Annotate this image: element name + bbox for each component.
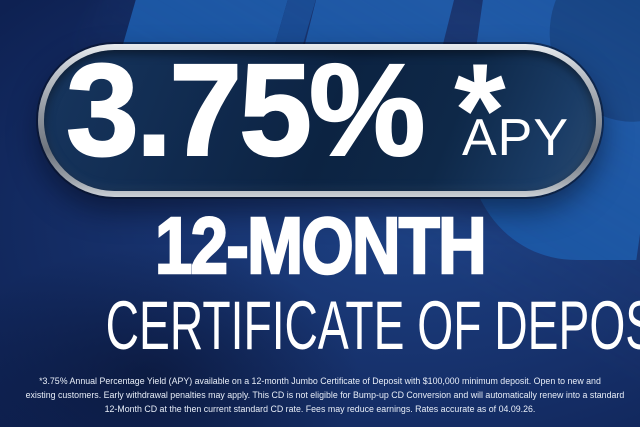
product-heading: CERTIFICATE OF DEPOSIT — [105, 287, 640, 364]
disclaimer-line: *3.75% Annual Percentage Yield (APY) ava… — [39, 376, 601, 387]
rate-value: 3.75% — [65, 36, 426, 183]
footnote-asterisk: * — [454, 37, 506, 185]
term-heading: 12-MONTH — [154, 201, 488, 290]
disclaimer-line: existing customers. Early withdrawal pen… — [25, 390, 625, 401]
disclaimer-text: *3.75% Annual Percentage Yield (APY) ava… — [25, 375, 625, 417]
disclaimer-line: 12-Month CD at the then current standard… — [104, 404, 536, 415]
corner-vignette — [0, 247, 360, 427]
apy-label: APY — [462, 109, 570, 167]
rate-pill — [38, 44, 602, 197]
rate-pill-fill — [44, 50, 596, 191]
